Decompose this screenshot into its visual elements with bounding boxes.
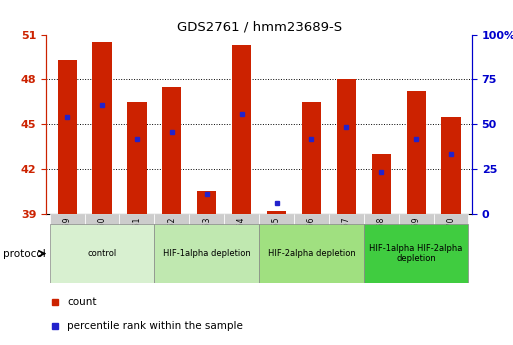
Text: GSM71667: GSM71667 [342,216,351,258]
Bar [50,214,85,260]
Bar [224,214,259,260]
Text: GSM71659: GSM71659 [63,216,72,258]
Bar [302,102,321,214]
Text: GSM71662: GSM71662 [167,217,176,258]
Bar [406,91,426,214]
Text: count: count [68,297,97,307]
Bar [92,42,112,214]
Bar [154,224,259,283]
Bar [337,79,356,214]
Bar [189,214,224,260]
Text: GSM71670: GSM71670 [446,216,456,258]
Text: percentile rank within the sample: percentile rank within the sample [68,321,243,331]
Bar [399,214,433,260]
Bar [259,214,294,260]
Bar [259,224,364,283]
Bar [441,117,461,214]
Text: GSM71669: GSM71669 [411,216,421,258]
Text: GSM71665: GSM71665 [272,216,281,258]
Bar [433,214,468,260]
Text: GSM71660: GSM71660 [97,216,107,258]
Text: control: control [87,249,116,258]
Bar [329,214,364,260]
Bar [154,214,189,260]
Bar [197,191,216,214]
Bar [294,214,329,260]
Bar [57,60,77,214]
Bar [120,214,154,260]
Text: HIF-2alpha depletion: HIF-2alpha depletion [268,249,356,258]
Bar [364,214,399,260]
Text: GSM71668: GSM71668 [377,217,386,258]
Bar [85,214,120,260]
Text: GSM71661: GSM71661 [132,217,142,258]
Bar [162,87,182,214]
Text: HIF-1alpha depletion: HIF-1alpha depletion [163,249,250,258]
Text: GSM71663: GSM71663 [202,216,211,258]
Text: GSM71666: GSM71666 [307,216,316,258]
Title: GDS2761 / hmm23689-S: GDS2761 / hmm23689-S [176,20,342,33]
Bar [50,224,154,283]
Text: HIF-1alpha HIF-2alpha
depletion: HIF-1alpha HIF-2alpha depletion [369,244,463,263]
Bar [127,102,147,214]
Bar [364,224,468,283]
Text: protocol: protocol [3,249,45,258]
Bar [371,154,391,214]
Bar [232,45,251,214]
Text: GSM71664: GSM71664 [237,216,246,258]
Bar [267,211,286,214]
